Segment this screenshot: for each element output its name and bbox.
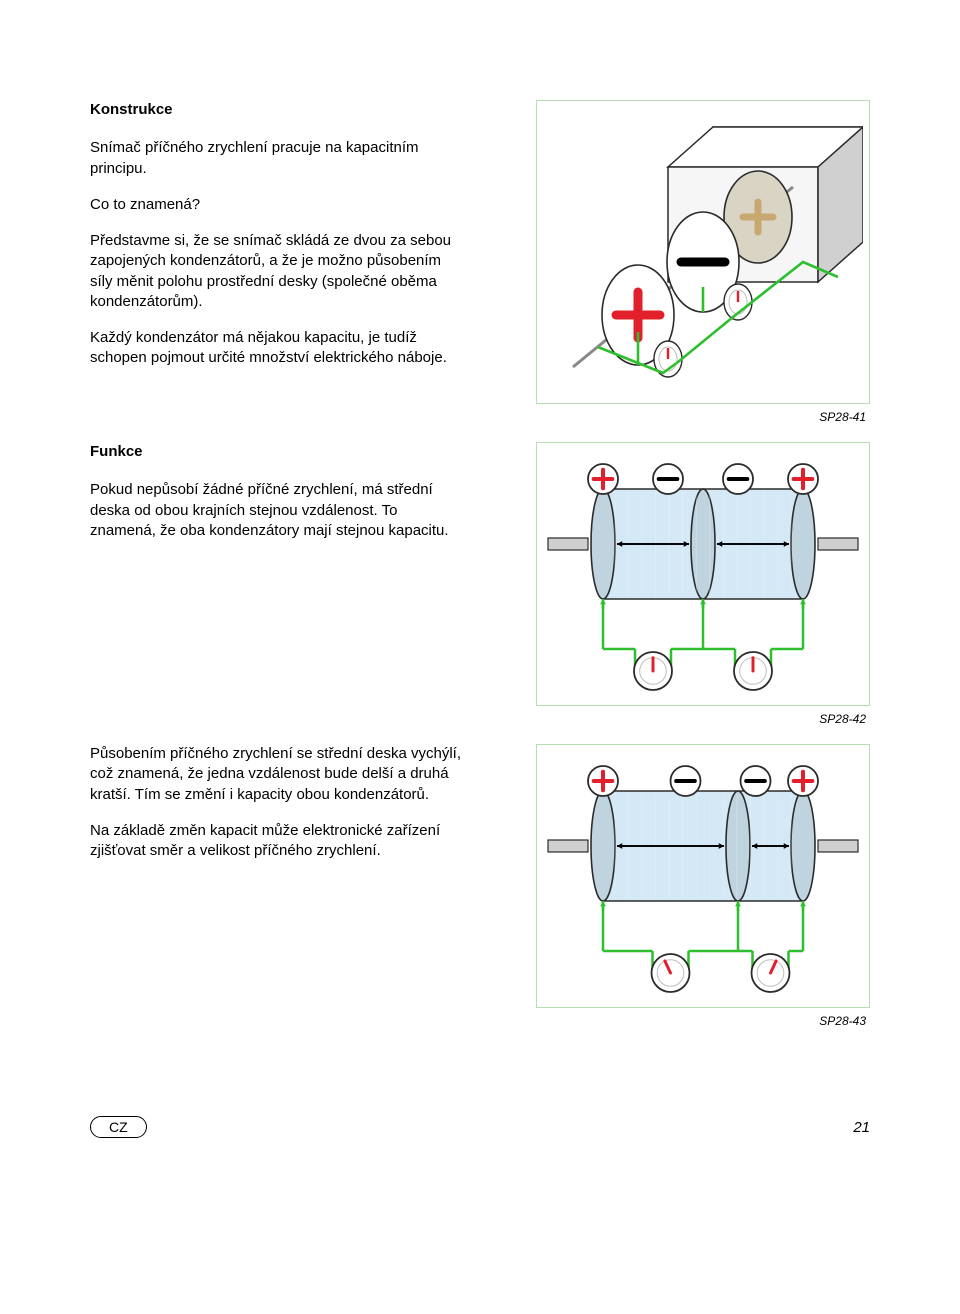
diagram-capacitor-neutral	[543, 449, 863, 699]
heading-funkce: Funkce	[90, 442, 465, 462]
section-accel: Působením příčného zrychlení se střední …	[90, 744, 870, 1028]
text-col-1: Konstrukce Snímač příčného zrychlení pra…	[90, 100, 465, 385]
figure-caption-2: SP28-42	[819, 712, 870, 726]
diagram-capacitor-deflected	[543, 751, 863, 1001]
figure-frame-1	[536, 100, 870, 404]
figure-col-3: SP28-43	[495, 744, 870, 1028]
text-col-3: Působením příčného zrychlení se střední …	[90, 744, 465, 877]
page-footer: CZ 21	[90, 1116, 870, 1138]
page-number: 21	[853, 1119, 870, 1136]
para: Působením příčného zrychlení se střední …	[90, 744, 465, 805]
figure-caption-1: SP28-41	[819, 410, 870, 424]
lang-badge: CZ	[90, 1116, 147, 1138]
section-funkce: Funkce Pokud nepůsobí žádné příčné zrych…	[90, 442, 870, 726]
figure-caption-3: SP28-43	[819, 1014, 870, 1028]
para: Pokud nepůsobí žádné příčné zrychlení, m…	[90, 480, 465, 541]
figure-col-1: SP28-41	[495, 100, 870, 424]
text-col-2: Funkce Pokud nepůsobí žádné příčné zrych…	[90, 442, 465, 557]
para: Každý kondenzátor má nějakou kapacitu, j…	[90, 328, 465, 369]
para: Snímač příčného zrychlení pracuje na kap…	[90, 138, 465, 179]
figure-frame-3	[536, 744, 870, 1008]
heading-konstrukce: Konstrukce	[90, 100, 465, 120]
page: Konstrukce Snímač příčného zrychlení pra…	[90, 100, 870, 1138]
para: Co to znamená?	[90, 195, 465, 215]
figure-col-2: SP28-42	[495, 442, 870, 726]
diagram-iso-capacitor	[543, 107, 863, 397]
para: Na základě změn kapacit může elektronick…	[90, 821, 465, 862]
figure-frame-2	[536, 442, 870, 706]
para: Představme si, že se snímač skládá ze dv…	[90, 231, 465, 312]
section-konstrukce: Konstrukce Snímač příčného zrychlení pra…	[90, 100, 870, 424]
